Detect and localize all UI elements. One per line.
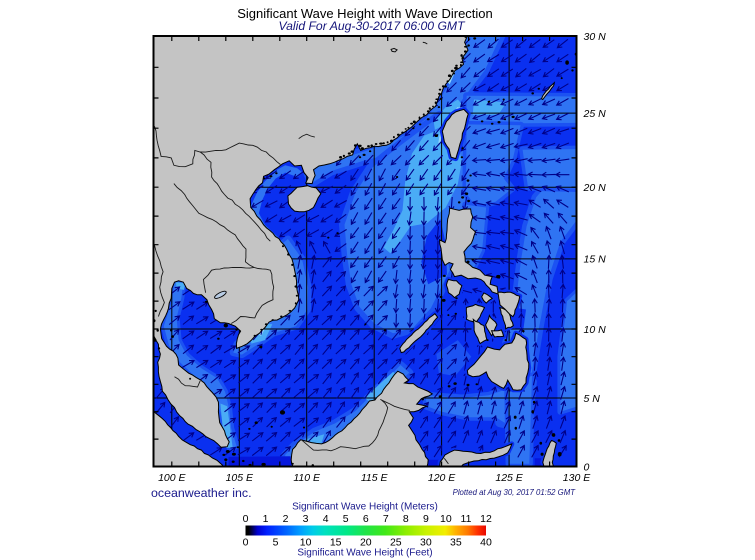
svg-text:35: 35 xyxy=(450,537,462,549)
svg-text:15 N: 15 N xyxy=(584,254,607,266)
svg-text:30 N: 30 N xyxy=(584,31,607,43)
svg-text:2: 2 xyxy=(283,513,289,525)
svg-text:40: 40 xyxy=(480,537,492,549)
svg-text:6: 6 xyxy=(363,513,369,525)
svg-text:10: 10 xyxy=(440,513,452,525)
svg-text:Significant Wave Height (Feet): Significant Wave Height (Feet) xyxy=(297,548,432,559)
svg-text:125 E: 125 E xyxy=(495,472,523,484)
svg-text:5 N: 5 N xyxy=(584,393,601,405)
svg-text:105 E: 105 E xyxy=(226,472,254,484)
svg-text:5: 5 xyxy=(343,513,349,525)
svg-text:4: 4 xyxy=(323,513,329,525)
svg-text:1: 1 xyxy=(263,513,269,525)
svg-text:30: 30 xyxy=(420,537,432,549)
svg-text:Significant Wave Height with W: Significant Wave Height with Wave Direct… xyxy=(237,6,493,21)
svg-text:25: 25 xyxy=(390,537,402,549)
svg-text:0: 0 xyxy=(243,513,249,525)
svg-text:11: 11 xyxy=(461,513,472,525)
svg-text:oceanweather inc.: oceanweather inc. xyxy=(151,486,252,500)
svg-text:100 E: 100 E xyxy=(158,472,186,484)
svg-text:20 N: 20 N xyxy=(583,182,607,194)
svg-text:Plotted at Aug 30, 2017 01:52: Plotted at Aug 30, 2017 01:52 GMT xyxy=(453,488,577,497)
svg-text:3: 3 xyxy=(303,513,309,525)
svg-text:120 E: 120 E xyxy=(428,472,456,484)
svg-text:7: 7 xyxy=(383,513,389,525)
svg-text:110 E: 110 E xyxy=(293,472,321,484)
svg-text:0: 0 xyxy=(584,461,590,473)
svg-text:10 N: 10 N xyxy=(584,324,607,336)
svg-text:0: 0 xyxy=(243,537,249,549)
svg-text:115 E: 115 E xyxy=(361,472,389,484)
svg-text:Valid For Aug-30-2017 06:00 GM: Valid For Aug-30-2017 06:00 GMT xyxy=(278,19,466,33)
svg-text:10: 10 xyxy=(300,537,312,549)
svg-text:130 E: 130 E xyxy=(563,472,591,484)
svg-text:12: 12 xyxy=(480,513,492,525)
svg-text:Significant Wave Height (Meter: Significant Wave Height (Meters) xyxy=(292,502,438,513)
svg-text:25 N: 25 N xyxy=(583,108,607,120)
svg-text:20: 20 xyxy=(360,537,372,549)
svg-text:9: 9 xyxy=(423,513,429,525)
svg-text:15: 15 xyxy=(330,537,342,549)
svg-text:8: 8 xyxy=(403,513,409,525)
svg-text:5: 5 xyxy=(273,537,279,549)
